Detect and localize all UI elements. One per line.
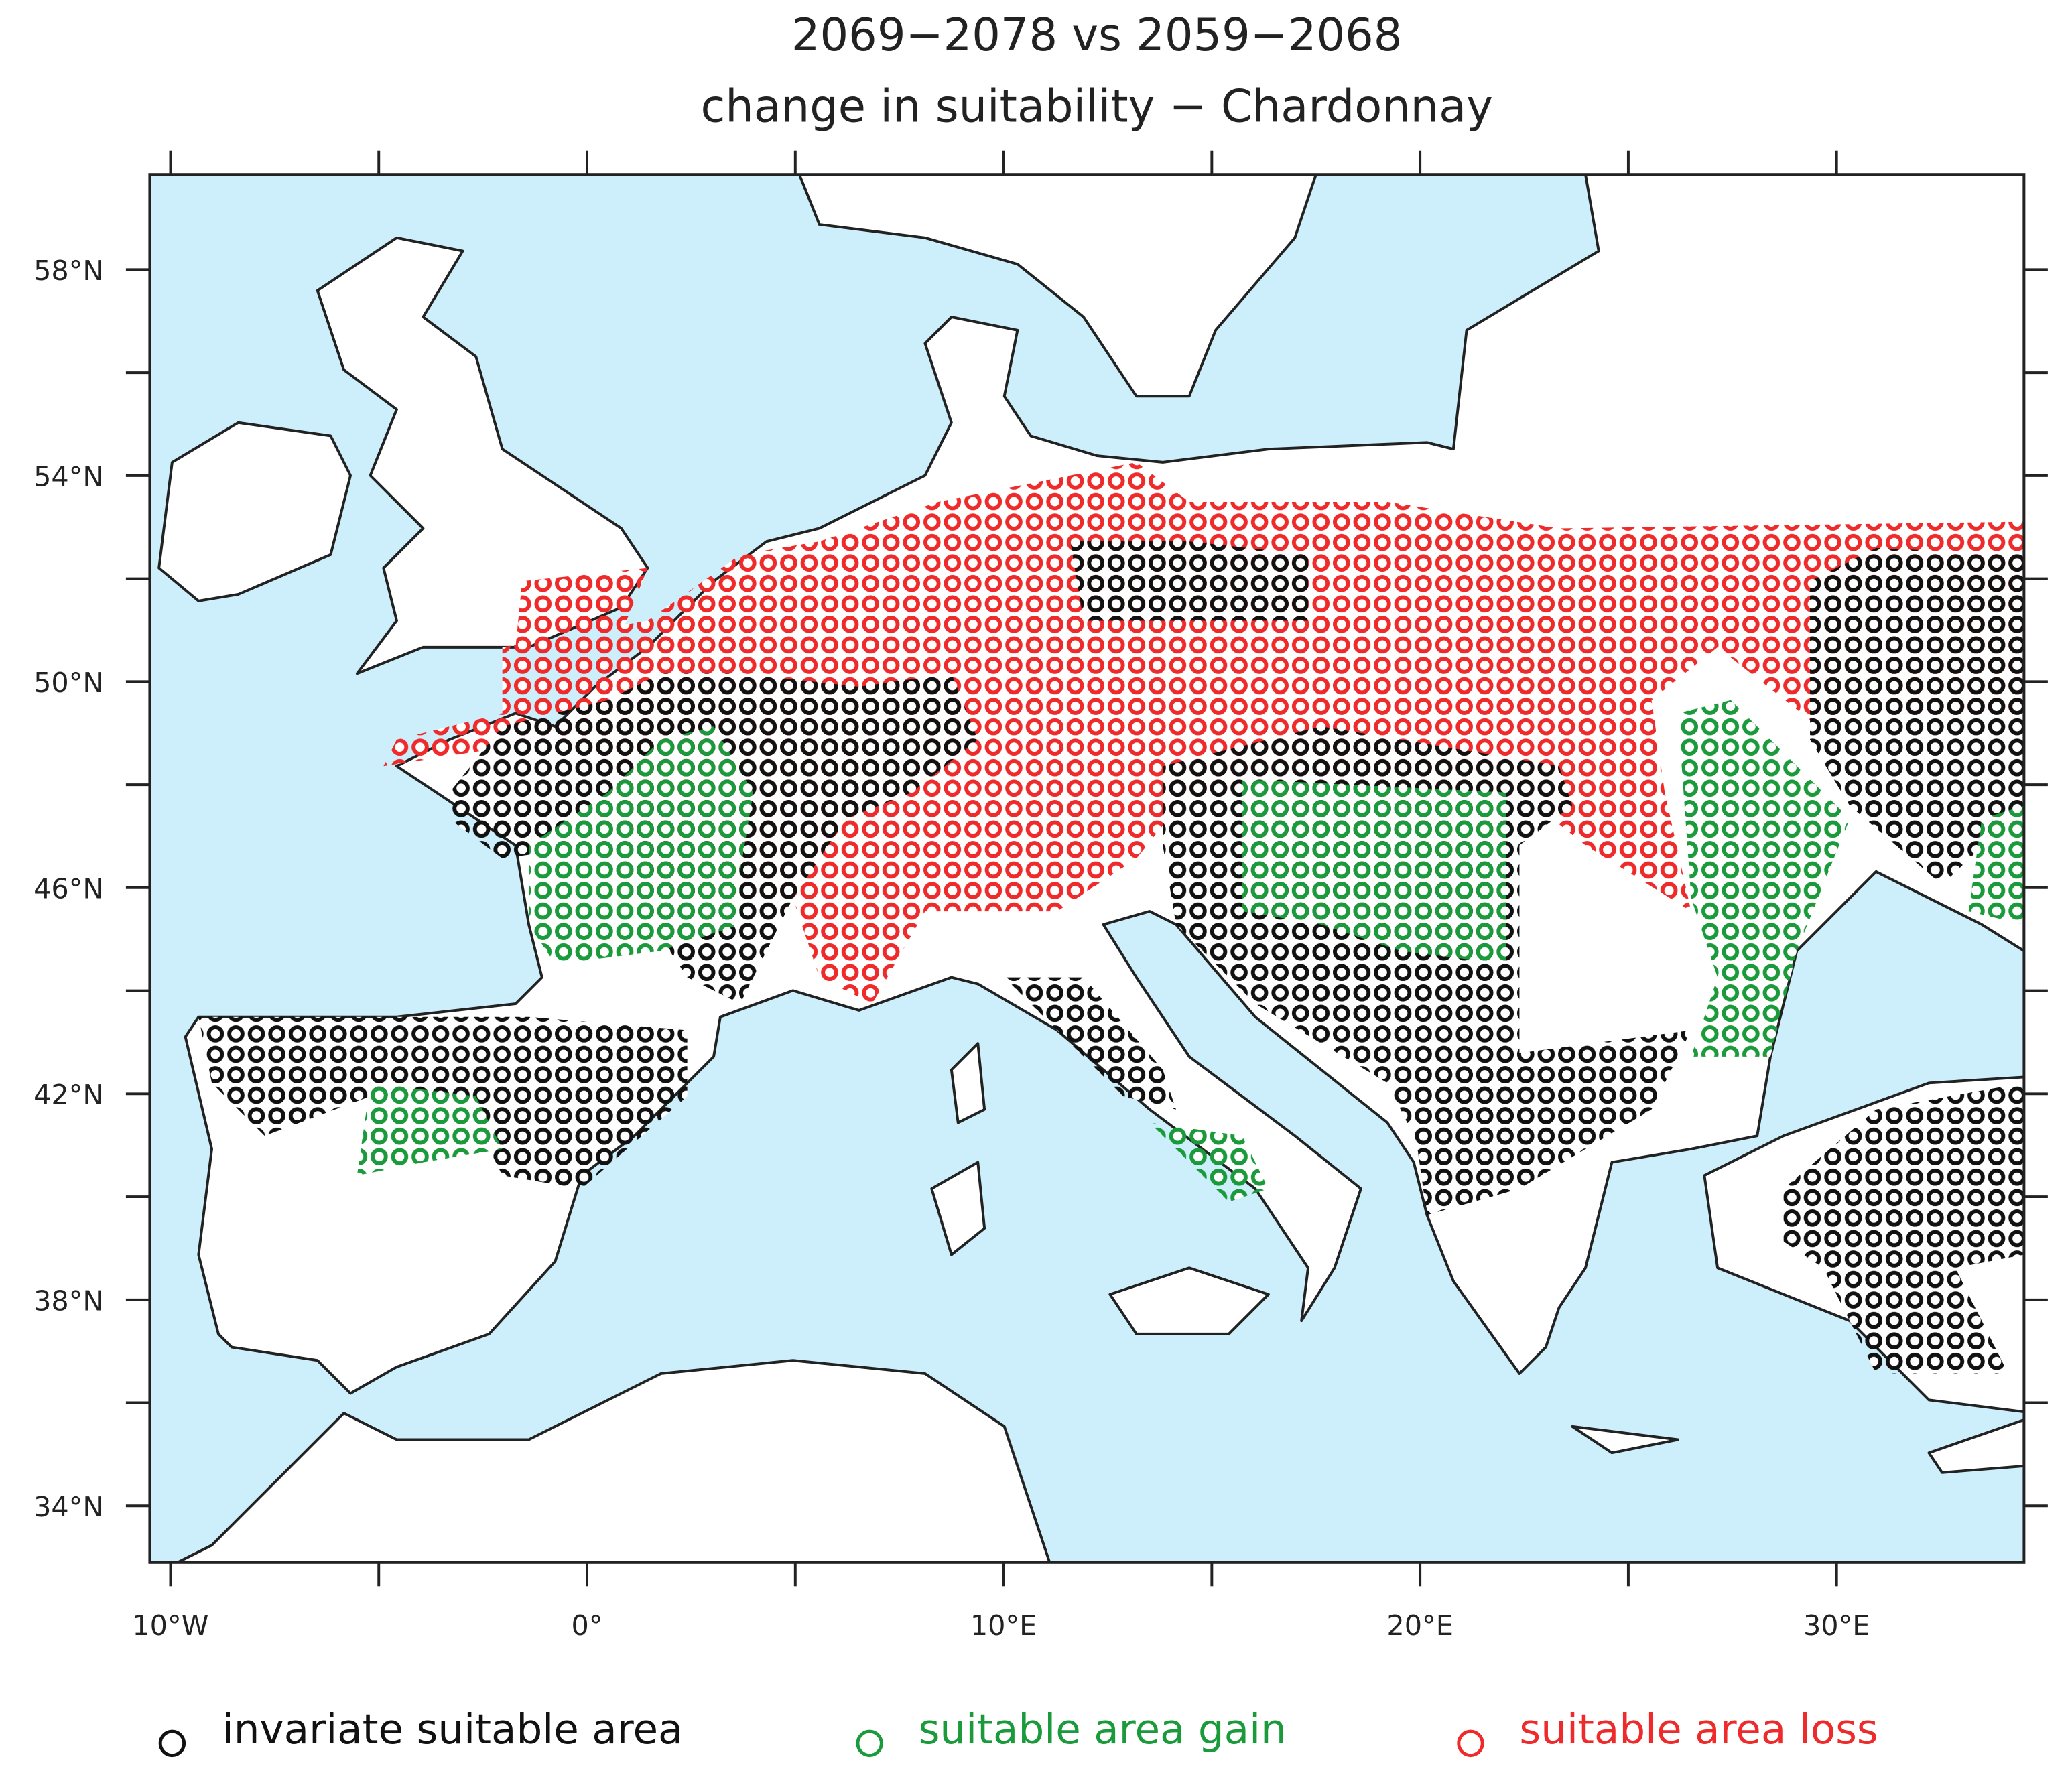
- invariate-area: [1810, 548, 2024, 885]
- gain-area: [529, 726, 754, 964]
- lat-tick-label: 42°N: [34, 1079, 103, 1111]
- lat-tick-label: 54°N: [34, 461, 103, 493]
- ticks: 10°W 0° 10°E 20°E 30°E 58°N 54°N 50°N 46°N 42°N 38…: [34, 150, 2048, 1642]
- legend: invariate suitable area suitable area gai…: [158, 1706, 1878, 1758]
- invariate-area: [1004, 977, 1176, 1110]
- invariate-area: [1070, 541, 1309, 621]
- cyprus: [1927, 1418, 2024, 1474]
- lat-tick-label: 50°N: [34, 667, 103, 699]
- legend-symbol: [1457, 1729, 1484, 1758]
- invariate-area: [198, 1016, 688, 1189]
- legend-label: invariate suitable area: [222, 1706, 684, 1754]
- sicily: [1108, 1266, 1270, 1335]
- crete: [1571, 1425, 1679, 1455]
- legend-label: suitable area loss: [1519, 1706, 1878, 1754]
- lon-tick-label: 10°W: [132, 1609, 208, 1642]
- map-area: [149, 174, 2024, 1563]
- title-line: 2069−2078 vs 2059−2068: [791, 9, 1402, 61]
- scandinavia: [797, 174, 1317, 398]
- lat-tick-label: 38°N: [34, 1285, 103, 1317]
- legend-symbol: [856, 1729, 883, 1758]
- lon-tick-label: 0°: [572, 1609, 603, 1642]
- lat-tick-label: 34°N: [34, 1491, 103, 1523]
- legend-symbol: [158, 1729, 186, 1758]
- title-line: change in suitability − Chardonnay: [700, 80, 1492, 132]
- invariate-area: [1783, 1083, 2024, 1374]
- ireland: [157, 421, 352, 602]
- north-africa: [174, 1359, 1051, 1563]
- sardinia: [930, 1161, 986, 1256]
- lon-tick-label: 10°E: [970, 1609, 1037, 1642]
- loss-area: [515, 568, 648, 647]
- gain-area: [1968, 805, 2024, 925]
- invariate-area: [1413, 1030, 1691, 1215]
- legend-label: suitable area gain: [919, 1706, 1287, 1754]
- map-frame: [148, 173, 2026, 1564]
- lon-tick-label: 20°E: [1386, 1609, 1453, 1642]
- corsica: [950, 1042, 986, 1124]
- gain-area: [357, 1083, 503, 1176]
- gain-area: [1242, 779, 1506, 964]
- lon-tick-label: 30°E: [1803, 1609, 1870, 1642]
- lat-tick-label: 58°N: [34, 255, 103, 287]
- gain-area: [1149, 1122, 1269, 1202]
- gain-area: [1677, 700, 1850, 1057]
- lat-tick-label: 46°N: [34, 873, 103, 905]
